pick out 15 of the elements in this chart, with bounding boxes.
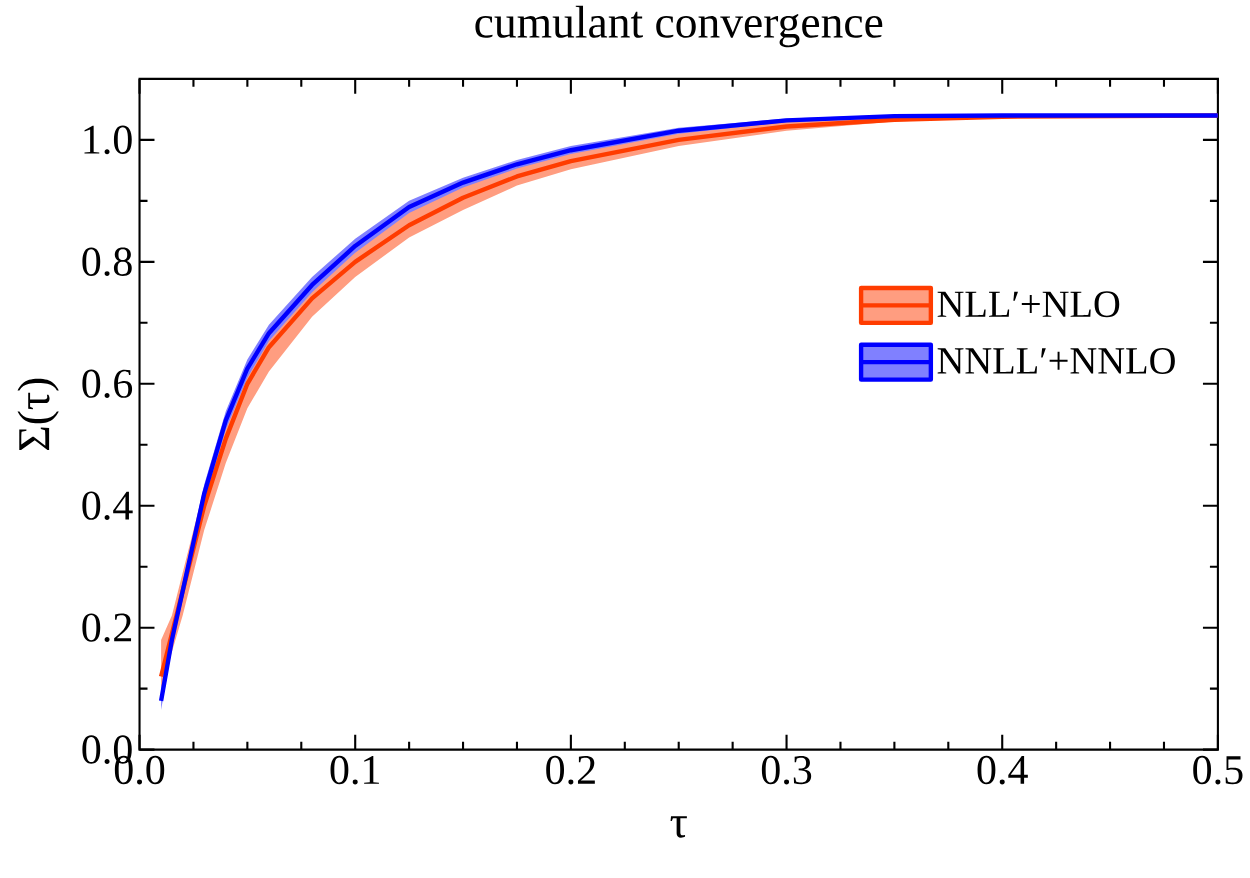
y-tick-label: 0.4 (82, 491, 133, 520)
legend-label: NLL′+NLO (937, 291, 1120, 318)
x-tick-label: 0.5 (1193, 755, 1243, 785)
y-tick-label: 0.6 (82, 369, 133, 398)
y-tick-label: 0.8 (82, 247, 132, 277)
y-axis-title: Σ(τ) (17, 378, 59, 450)
x-tick-label: 0.1 (330, 755, 379, 785)
x-axis-title: τ (670, 816, 687, 838)
y-tick-label: 1.0 (84, 125, 132, 155)
x-tick-label: 0.4 (977, 755, 1028, 785)
x-tick-label: 0.3 (761, 755, 812, 785)
legend-label: NNLL′+NNLO (937, 347, 1175, 374)
chart-title: cumulant convergence (475, 5, 883, 48)
y-tick-label: 0.2 (82, 613, 132, 642)
x-tick-label: 0.2 (546, 755, 595, 785)
